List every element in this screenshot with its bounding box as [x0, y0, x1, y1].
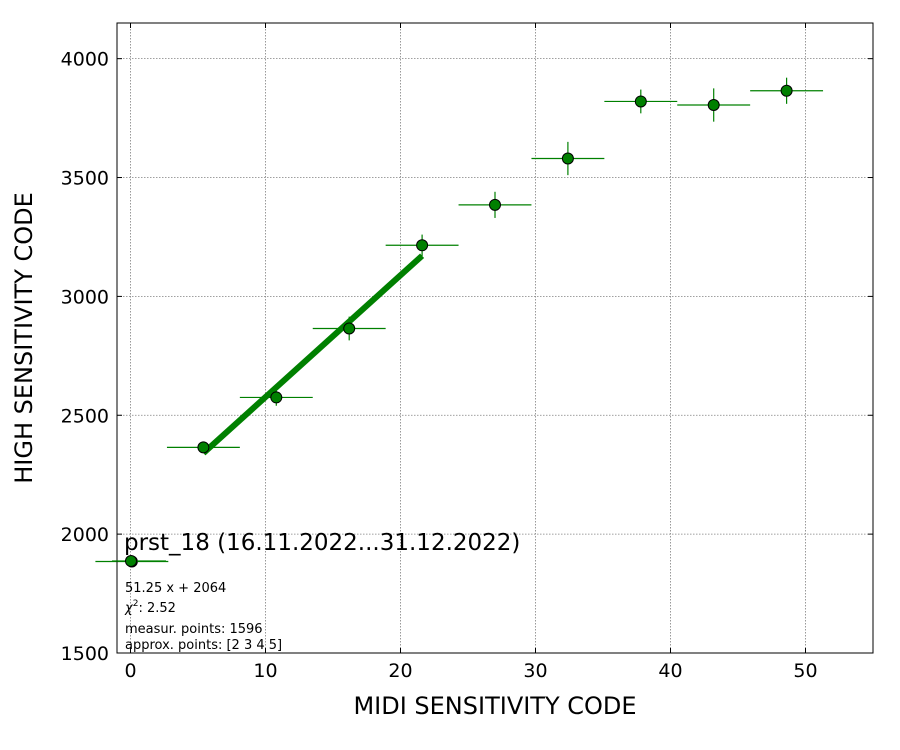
legend: prst_18 (16.11.2022...31.12.2022) 51.25 …: [112, 530, 520, 653]
y-axis-label: HIGH SENSITIVITY CODE: [10, 192, 38, 484]
legend-marker: [125, 555, 137, 567]
point-marker: [343, 322, 356, 335]
data-point: [312, 316, 386, 341]
data-point: [385, 234, 459, 256]
legend-chi2: χ2: 2.52: [124, 599, 176, 616]
legend-measured-points: measur. points: 1596: [125, 622, 263, 637]
data-point: [458, 191, 532, 218]
plot-frame: [116, 22, 874, 654]
y-tick-label: 1500: [61, 643, 109, 665]
data-point: [239, 389, 313, 406]
data-point: [166, 441, 240, 454]
y-tick-label: 2000: [61, 524, 109, 546]
legend-approx-points: approx. points: [2 3 4 5]: [125, 638, 282, 653]
data-point: [677, 88, 751, 122]
y-tick-label: 2500: [61, 405, 109, 427]
data-point: [531, 141, 605, 176]
legend-title: prst_18 (16.11.2022...31.12.2022): [124, 530, 520, 556]
point-marker: [489, 198, 501, 211]
y-tick-label: 4000: [61, 49, 109, 71]
point-marker: [270, 391, 283, 404]
y-tick-label: 3500: [61, 168, 109, 190]
x-tick-label: 50: [793, 660, 817, 682]
data-point: [750, 77, 824, 104]
x-tick-label: 10: [253, 660, 277, 682]
point-marker: [561, 152, 574, 165]
x-axis-label: MIDI SENSITIVITY CODE: [353, 692, 636, 720]
legend-chi2-value: : 2.52: [138, 601, 175, 616]
point-marker: [634, 95, 647, 108]
point-marker: [197, 441, 210, 454]
point-marker: [416, 239, 429, 252]
fit-line: [201, 253, 425, 456]
legend-fit-equation: 51.25 x + 2064: [125, 581, 226, 596]
axis-ticks: 0 10 20 30 40 50 1500 2000 2500 3000 3500 4000: [61, 23, 873, 682]
x-tick-label: 20: [388, 660, 412, 682]
plot-area: [117, 23, 873, 653]
y-tick-label: 3000: [61, 286, 109, 308]
data-point: [604, 89, 678, 114]
point-marker: [707, 99, 720, 112]
fit-line-layer: [201, 253, 425, 456]
x-tick-label: 0: [124, 660, 136, 682]
x-tick-label: 30: [523, 660, 547, 682]
point-marker: [780, 84, 793, 97]
x-tick-label: 40: [658, 660, 682, 682]
